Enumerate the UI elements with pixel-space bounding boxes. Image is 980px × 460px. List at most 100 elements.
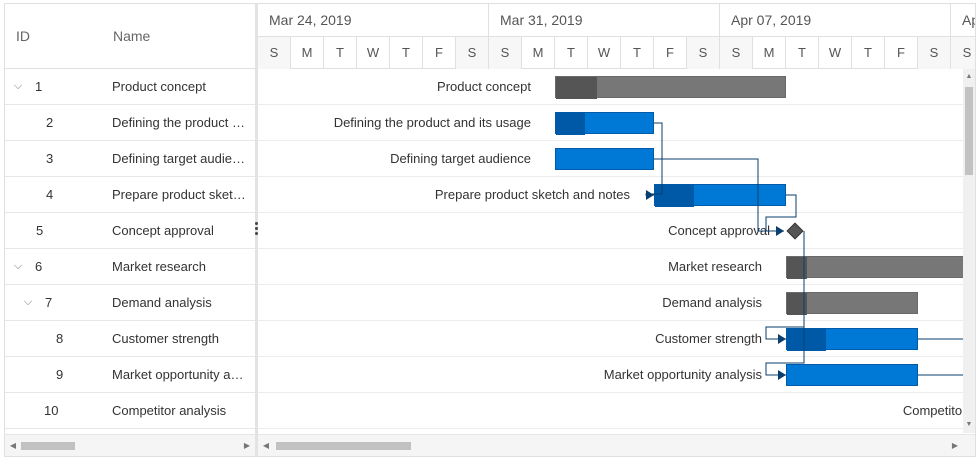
timeline-day: M [291,37,324,69]
timeline-day: F [423,37,456,69]
timeline-week: Apr 14, 2019 [951,4,975,37]
timeline-week: Mar 24, 2019 [258,4,489,37]
task-bar-label: Demand analysis [662,295,762,310]
collapse-chevron-icon[interactable]: ⌵ [13,80,23,92]
timeline-week: Apr 07, 2019 [720,4,951,37]
task-bar-label: Market research [668,259,762,274]
chart-row [258,321,963,357]
chart-row [258,285,963,321]
task-bar[interactable] [786,364,918,386]
grid-horizontal-scrollbar[interactable]: ◀ ▶ [5,434,255,456]
timeline-day: F [885,37,918,69]
timeline-days: SMTWTFSSMTWTFSSMTWTFSSM [258,37,975,69]
scroll-up-icon[interactable]: ▲ [965,73,973,80]
scroll-right-icon[interactable]: ▶ [243,441,251,450]
column-header-name[interactable]: Name [113,28,151,44]
task-bar-label: Competitor analysis [902,403,963,418]
table-row[interactable]: 10 Competitor analysis [5,393,255,429]
chart-scroll-thumb[interactable] [276,442,411,450]
table-row[interactable]: 9 Market opportunity analysis [5,357,255,393]
timeline-day: T [786,37,819,69]
task-name: Defining target audience [112,151,249,166]
task-name: Customer strength [112,331,219,346]
timeline-day: S [258,37,291,69]
column-header-id[interactable]: ID [16,28,30,44]
collapse-chevron-icon[interactable]: ⌵ [13,260,23,272]
task-bar-label: Product concept [437,79,531,94]
table-row[interactable]: 2 Defining the product and its usage [5,105,255,141]
timeline-day: T [324,37,357,69]
table-row[interactable]: 8 Customer strength [5,321,255,357]
scroll-down-icon[interactable]: ▼ [965,421,973,428]
task-bar-label: Market opportunity analysis [603,367,762,382]
grid-scroll-thumb[interactable] [21,442,75,450]
chart-row [258,105,963,141]
task-id: 1 [35,79,43,94]
task-bar[interactable] [654,184,786,207]
grid-header: ID Name [5,4,255,69]
table-row[interactable]: 5 Concept approval [5,213,255,249]
task-progress [787,293,807,315]
task-id: 2 [46,115,54,130]
task-id: 8 [56,331,64,346]
task-id: 5 [36,223,44,238]
timeline-day: W [588,37,621,69]
scroll-left-icon[interactable]: ◀ [9,441,17,450]
gantt-chart: ID Name ⌵ 1 Product concept 2 Defining the p… [4,3,976,457]
table-row[interactable]: 3 Defining target audience [5,141,255,177]
scroll-left-icon[interactable]: ◀ [262,441,270,450]
task-bar[interactable] [786,328,918,351]
chart-vertical-scrollbar[interactable]: ▲ ▼ [963,69,975,433]
timeline-day: W [357,37,390,69]
table-row[interactable]: ⌵ 1 Product concept [5,69,255,105]
task-progress [787,329,826,351]
summary-task-bar[interactable] [786,256,963,279]
chart-row [258,177,963,213]
task-id: 7 [45,295,53,310]
task-name: Demand analysis [112,295,212,310]
task-id: 3 [46,151,54,166]
timeline-day: T [555,37,588,69]
task-id: 6 [35,259,43,274]
task-bar-label: Defining target audience [390,151,531,166]
timeline-day: S [456,37,489,69]
task-bar-label: Defining the product and its usage [333,115,531,130]
chart-row [258,213,963,249]
splitter-grip-icon[interactable] [255,222,258,240]
task-grid: ID Name ⌵ 1 Product concept 2 Defining the p… [5,4,255,456]
task-bar-label: Prepare product sketch and notes [434,187,630,202]
chart-horizontal-scrollbar[interactable]: ◀ ▶ [258,434,975,456]
table-row[interactable]: ⌵ 6 Market research [5,249,255,285]
timeline-day: T [390,37,423,69]
chart-row [258,357,963,393]
chart-row [258,393,963,429]
task-name: Competitor analysis [112,403,227,418]
scroll-right-icon[interactable]: ▶ [951,441,959,450]
timeline-day: S [489,37,522,69]
chart-body: Product concept Defining the product and … [258,69,963,433]
task-bar[interactable] [555,112,654,135]
timeline-day: M [753,37,786,69]
collapse-chevron-icon[interactable]: ⌵ [23,296,33,308]
task-progress [787,257,807,279]
task-name: Product concept [112,79,206,94]
task-name: Concept approval [112,223,214,238]
timeline-day: M [522,37,555,69]
summary-task-bar[interactable] [786,292,918,315]
table-row[interactable]: ⌵ 7 Demand analysis [5,285,255,321]
task-id: 9 [56,367,64,382]
vertical-scroll-thumb[interactable] [965,87,973,175]
splitter[interactable] [255,4,258,456]
chart-row [258,69,963,105]
chart-row [258,249,963,285]
chart-row [258,141,963,177]
summary-task-bar[interactable] [555,76,786,99]
timeline-day: T [852,37,885,69]
table-row[interactable]: 4 Prepare product sketch and notes [5,177,255,213]
task-bar-label: Concept approval [668,223,770,238]
task-bar[interactable] [555,148,654,170]
timeline-day: S [687,37,720,69]
timeline-day: S [951,37,975,69]
